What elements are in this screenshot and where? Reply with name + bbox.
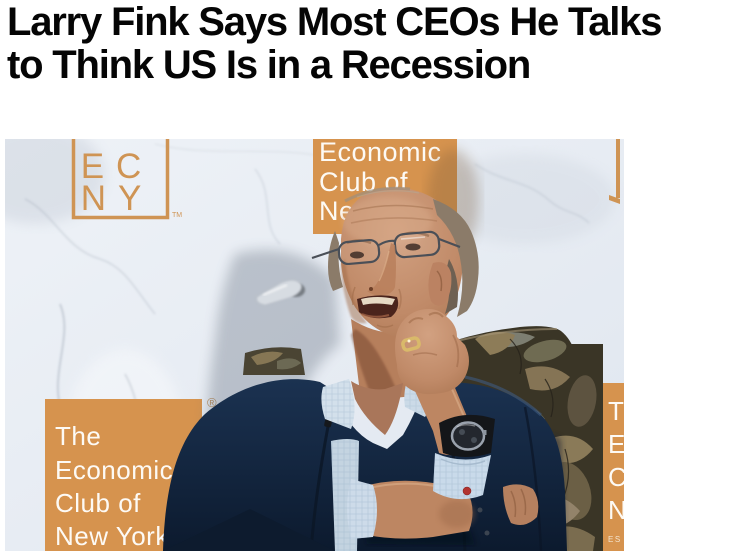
- raised-hand: [395, 309, 469, 395]
- left-sign-line3: Club of: [55, 488, 141, 518]
- hair: [328, 186, 479, 317]
- eye-left: [350, 251, 364, 259]
- ecny-logo: EC NY TM: [71, 139, 182, 220]
- article-headline: Larry Fink Says Most CEOs He Talks to Th…: [7, 0, 662, 87]
- ear: [428, 262, 452, 306]
- cuff-button: [462, 486, 472, 496]
- face: [311, 186, 479, 338]
- right-ecny-frame-fragment: [609, 139, 620, 204]
- right-sign-line2: Economic: [608, 429, 624, 459]
- photo-illustration: EC NY TM Economic Club of New York 0 7 T…: [5, 139, 624, 551]
- backdrop-sign-line1: Economic: [319, 139, 442, 167]
- wristwatch: [439, 414, 495, 457]
- ecny-frame-icon: [71, 139, 170, 220]
- left-sign-line2: Economic: [55, 455, 173, 485]
- left-sign-line1: The: [55, 421, 101, 451]
- mouth: [357, 295, 399, 319]
- nose: [367, 243, 396, 296]
- right-sign-est: ES: [608, 535, 622, 544]
- right-sign-fragment: The Economic Club of New York ES: [603, 383, 624, 551]
- ecny-logo-line2: NY: [81, 179, 154, 218]
- armchair-corner: [243, 347, 305, 375]
- right-sign-line1: The: [608, 396, 624, 426]
- eye-right: [405, 243, 421, 251]
- headline-line-2: to Think US Is in a Recession: [7, 43, 531, 87]
- gold-ring: [401, 336, 421, 352]
- ecny-logo-line1: EC: [81, 147, 154, 186]
- right-sign-line3: Club of: [608, 462, 624, 492]
- microphone: [256, 280, 305, 306]
- larry-fink: [163, 186, 567, 551]
- shirt-cuff-raised: [433, 453, 491, 500]
- ecny-trademark: TM: [172, 212, 182, 219]
- right-sign-line4: New York: [608, 495, 624, 525]
- headline-line-1: Larry Fink Says Most CEOs He Talks: [7, 0, 662, 44]
- tucked-hand-fingers: [503, 484, 539, 525]
- left-sign-line4: New York: [55, 521, 169, 551]
- article-photo: EC NY TM Economic Club of New York 0 7 T…: [5, 139, 624, 551]
- knee: [163, 509, 335, 551]
